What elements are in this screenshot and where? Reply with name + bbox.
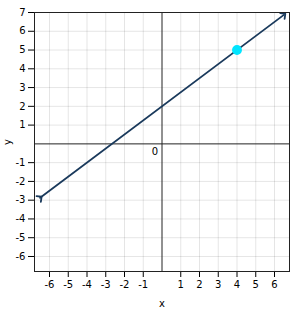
svg-text:4: 4 bbox=[19, 63, 25, 74]
svg-text:x: x bbox=[159, 298, 165, 309]
svg-text:5: 5 bbox=[253, 279, 259, 290]
svg-text:5: 5 bbox=[19, 44, 25, 55]
svg-text:7: 7 bbox=[19, 7, 25, 18]
svg-text:1: 1 bbox=[178, 279, 184, 290]
svg-text:2: 2 bbox=[196, 279, 202, 290]
svg-text:-5: -5 bbox=[16, 232, 26, 243]
svg-text:-1: -1 bbox=[16, 157, 26, 168]
svg-text:-2: -2 bbox=[120, 279, 130, 290]
svg-text:-6: -6 bbox=[16, 251, 26, 262]
svg-text:y: y bbox=[2, 139, 13, 145]
svg-text:-3: -3 bbox=[101, 279, 111, 290]
svg-text:1: 1 bbox=[19, 119, 25, 130]
svg-text:-4: -4 bbox=[82, 279, 92, 290]
svg-text:6: 6 bbox=[271, 279, 277, 290]
svg-text:-3: -3 bbox=[16, 194, 26, 205]
svg-text:-5: -5 bbox=[63, 279, 73, 290]
svg-text:-6: -6 bbox=[45, 279, 55, 290]
svg-text:-2: -2 bbox=[16, 176, 26, 187]
svg-text:-1: -1 bbox=[138, 279, 148, 290]
svg-text:0: 0 bbox=[152, 146, 158, 157]
svg-text:3: 3 bbox=[215, 279, 221, 290]
svg-text:4: 4 bbox=[234, 279, 240, 290]
svg-text:6: 6 bbox=[19, 25, 25, 36]
svg-text:2: 2 bbox=[19, 101, 25, 112]
svg-text:3: 3 bbox=[19, 82, 25, 93]
svg-text:-4: -4 bbox=[16, 213, 26, 224]
